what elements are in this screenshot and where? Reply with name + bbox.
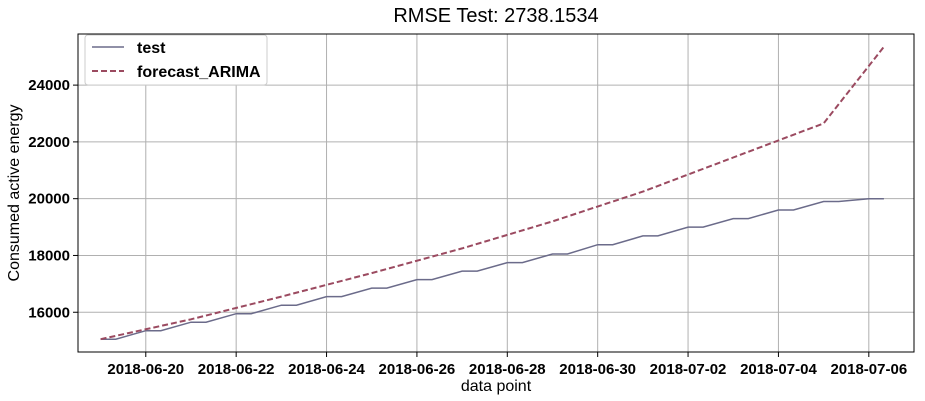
ticks-layer: 2018-06-20 2018-06-22 2018-06-24 2018-06-26…: [28, 77, 907, 378]
x-tick-label: 2018-06-22: [198, 361, 275, 378]
x-tick-label: 2018-07-06: [830, 361, 907, 378]
series-layer: [100, 46, 885, 341]
y-tick-label: 20000: [28, 191, 70, 208]
legend-label-test: test: [137, 40, 166, 57]
legend-label-forecast-arima: forecast_ARIMA: [137, 64, 261, 81]
series-line-forecast-arima: [100, 46, 885, 341]
x-tick-label: 2018-07-02: [650, 361, 727, 378]
x-tick-label: 2018-06-30: [559, 361, 636, 378]
chart-title: RMSE Test: 2738.1534: [393, 5, 598, 27]
series-line-test: [100, 197, 884, 340]
y-tick-label: 22000: [28, 134, 70, 151]
plot-frame: [77, 33, 915, 353]
x-tick-label: 2018-06-24: [288, 361, 365, 378]
x-tick-label: 2018-06-28: [469, 361, 546, 378]
y-axis-label: Consumed active energy: [6, 105, 23, 282]
y-tick-label: 24000: [28, 77, 70, 94]
x-axis-label: data point: [461, 378, 532, 395]
x-tick-label: 2018-06-20: [107, 361, 184, 378]
y-tick-label: 16000: [28, 304, 70, 321]
x-tick-label: 2018-06-26: [379, 361, 456, 378]
legend-box: [84, 34, 268, 86]
y-tick-label: 18000: [28, 247, 70, 264]
x-tick-label: 2018-07-04: [740, 361, 817, 378]
legend: test forecast_ARIMA: [84, 34, 268, 86]
